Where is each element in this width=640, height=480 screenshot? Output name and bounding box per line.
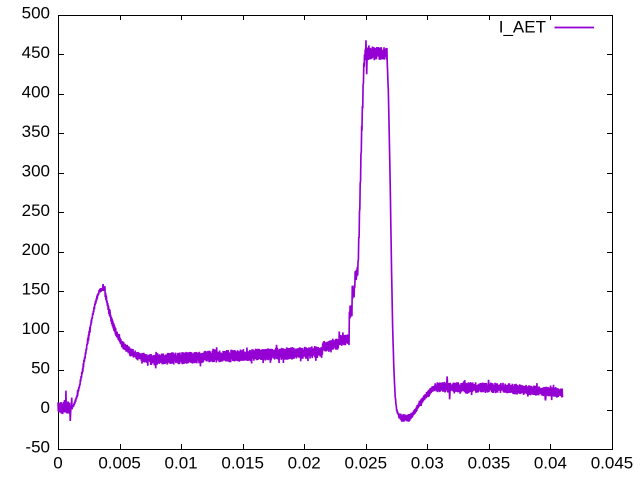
svg-text:0.03: 0.03 xyxy=(411,454,444,473)
svg-text:0.02: 0.02 xyxy=(288,454,321,473)
svg-text:150: 150 xyxy=(22,280,50,299)
svg-text:500: 500 xyxy=(22,4,50,23)
svg-text:250: 250 xyxy=(22,201,50,220)
svg-text:0.025: 0.025 xyxy=(345,454,388,473)
svg-text:200: 200 xyxy=(22,240,50,259)
svg-text:450: 450 xyxy=(22,43,50,62)
svg-text:300: 300 xyxy=(22,161,50,180)
svg-text:350: 350 xyxy=(22,122,50,141)
svg-text:0: 0 xyxy=(41,398,50,417)
svg-text:0.005: 0.005 xyxy=(98,454,141,473)
svg-text:0.045: 0.045 xyxy=(591,454,634,473)
svg-text:100: 100 xyxy=(22,319,50,338)
svg-text:0: 0 xyxy=(53,454,62,473)
svg-text:0.035: 0.035 xyxy=(468,454,511,473)
svg-text:-50: -50 xyxy=(25,438,50,457)
svg-text:0.01: 0.01 xyxy=(165,454,198,473)
svg-text:0.015: 0.015 xyxy=(221,454,264,473)
svg-text:400: 400 xyxy=(22,82,50,101)
svg-text:I_AET: I_AET xyxy=(499,18,546,37)
svg-text:50: 50 xyxy=(31,359,50,378)
svg-text:0.04: 0.04 xyxy=(534,454,567,473)
